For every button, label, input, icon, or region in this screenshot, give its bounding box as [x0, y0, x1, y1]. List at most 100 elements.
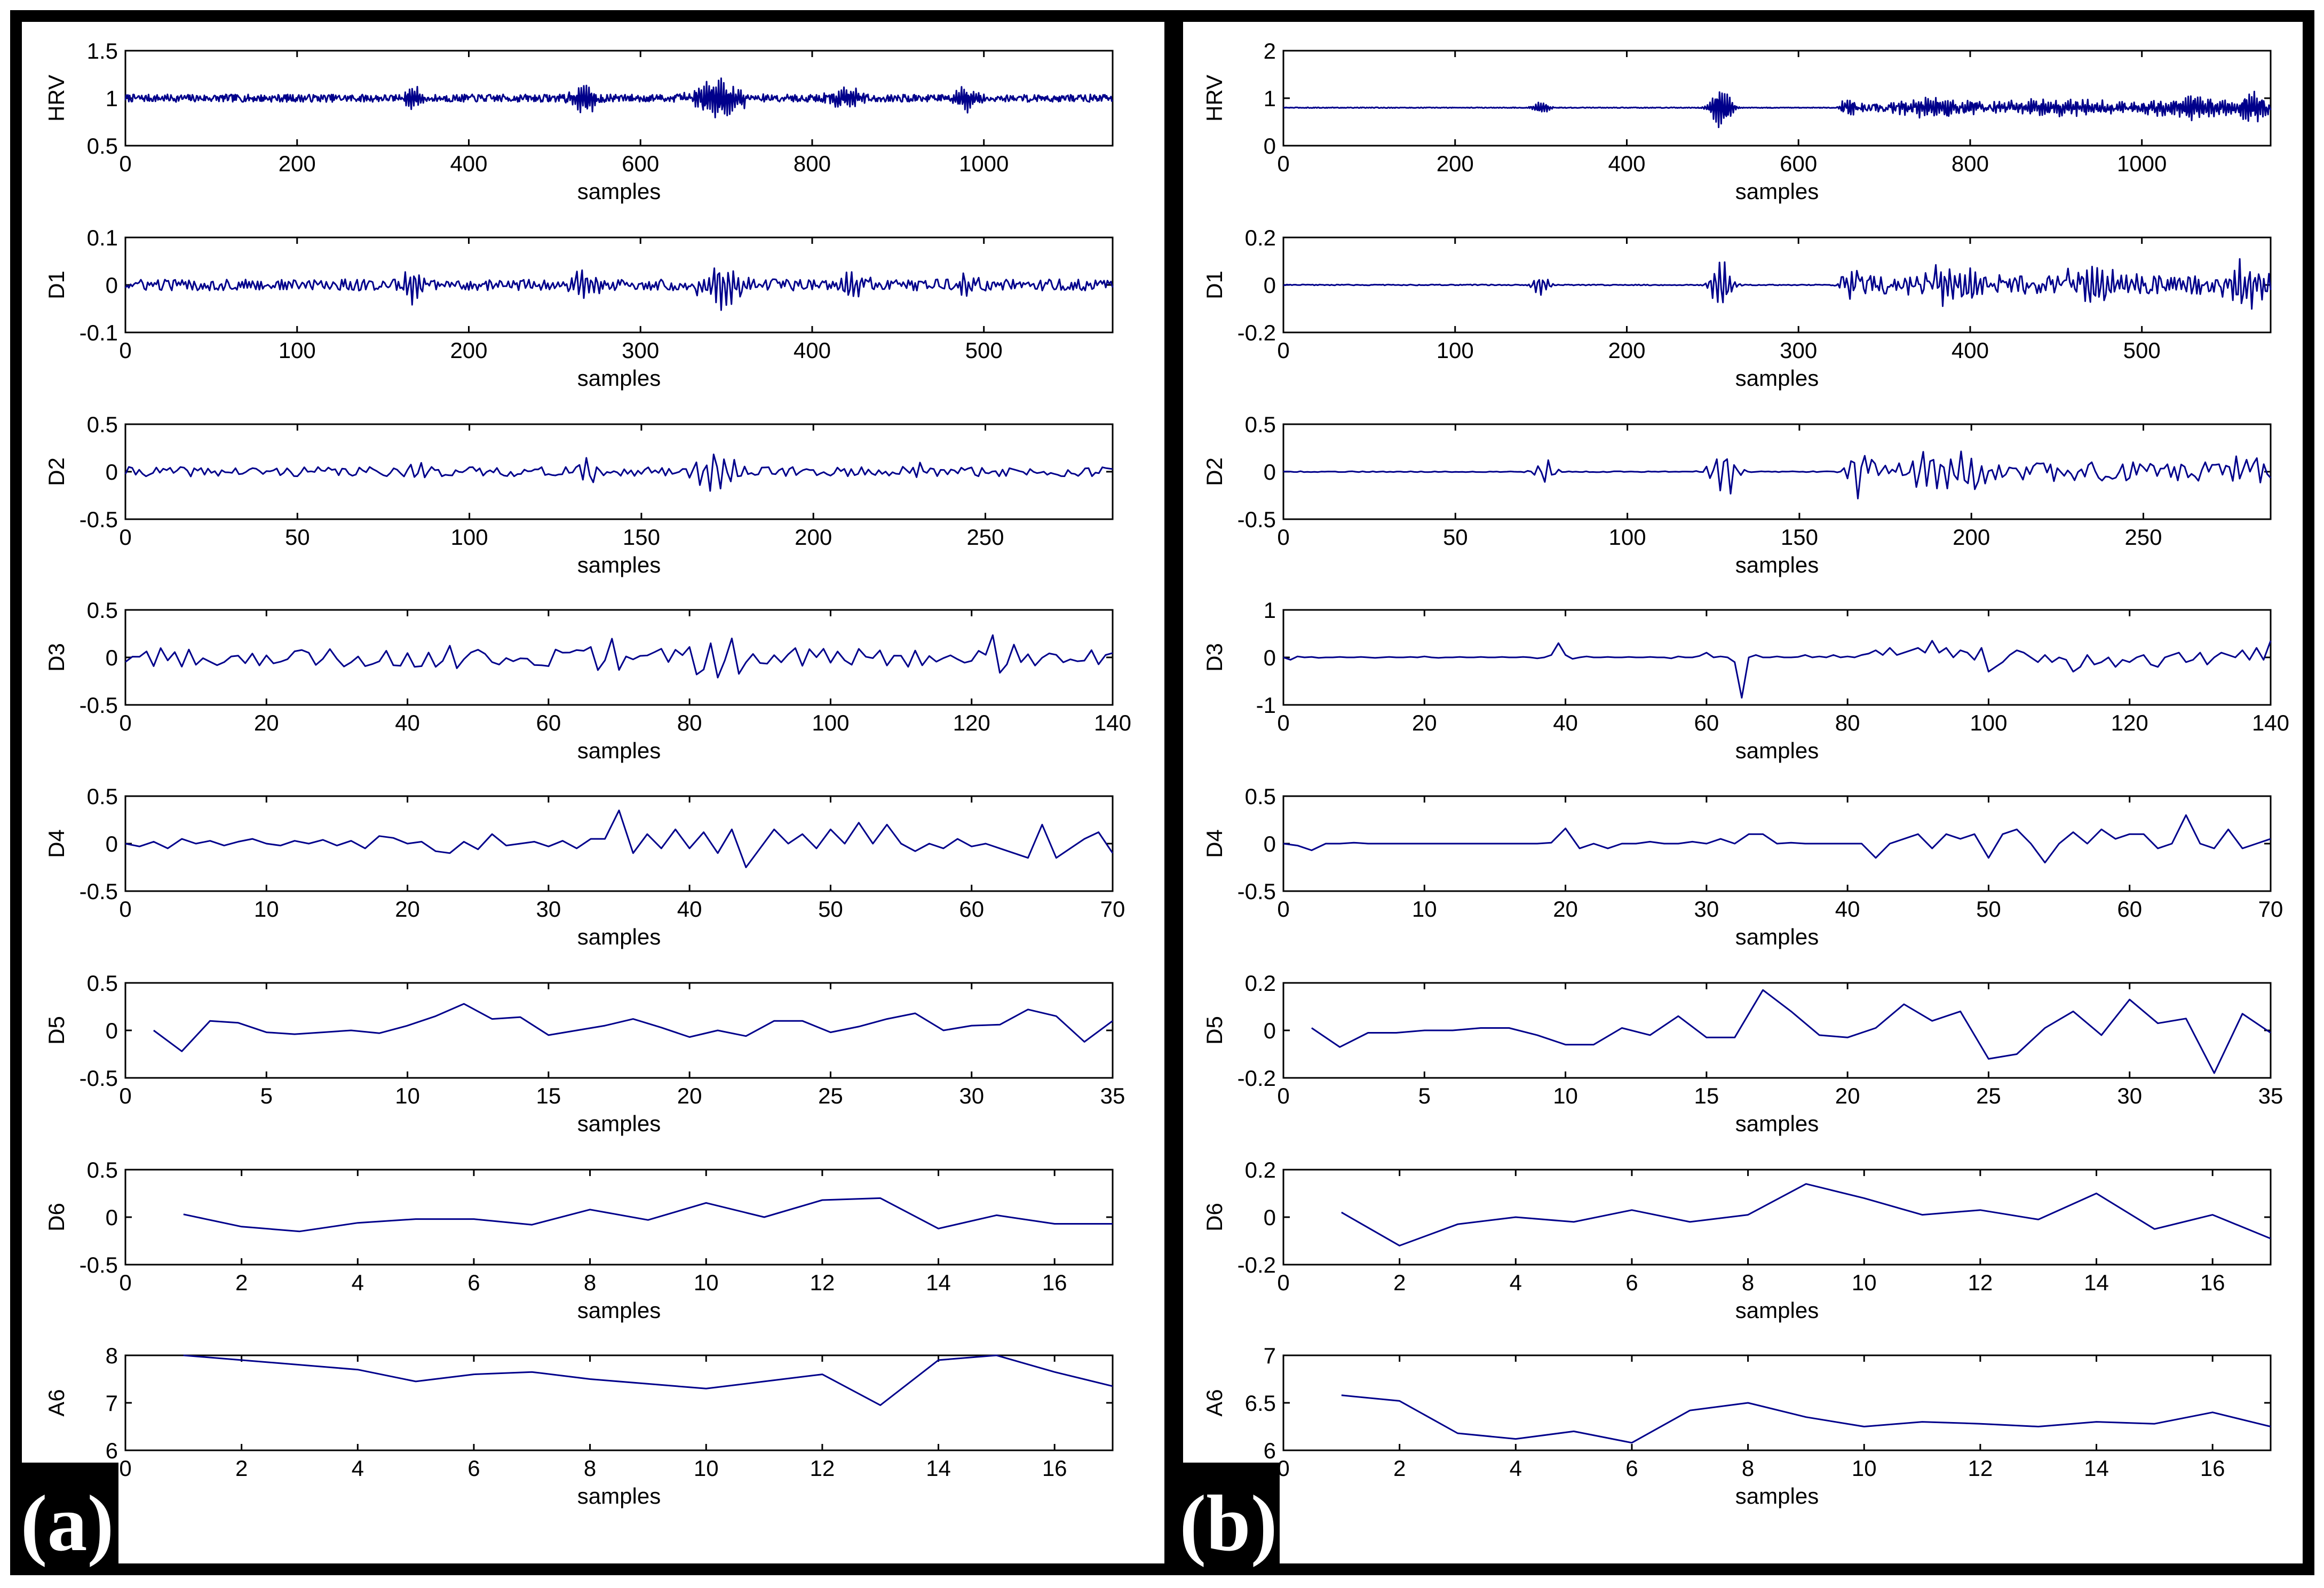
x-tick-label: 20 — [254, 710, 279, 735]
x-tick-label: 40 — [1835, 896, 1860, 922]
x-tick-label: 0 — [1277, 338, 1289, 363]
x-tick-label: 0 — [119, 1270, 131, 1295]
x-axis-label: samples — [577, 179, 661, 204]
subplot-hrv: 0 200 400 600 800 1000 0 1 2 samples HRV — [1202, 38, 2272, 204]
x-tick-label: 70 — [1100, 896, 1125, 922]
x-tick-label: 15 — [536, 1083, 561, 1108]
x-tick-label: 2 — [235, 1270, 248, 1295]
series-line-hrv — [1283, 91, 2272, 129]
plot-frame — [124, 423, 1114, 520]
x-tick-label: 200 — [1437, 151, 1474, 176]
plot-frame — [124, 1169, 1114, 1266]
y-tick-label: 0.5 — [87, 1157, 118, 1182]
x-tick-label: 10 — [395, 1083, 420, 1108]
x-tick-label: 500 — [2123, 338, 2161, 363]
x-tick-label: 16 — [2200, 1270, 2225, 1295]
x-tick-label: 12 — [810, 1270, 835, 1295]
y-tick-label: -0.5 — [80, 507, 118, 532]
x-tick-label: 60 — [2117, 896, 2142, 922]
x-tick-label: 800 — [1952, 151, 1989, 176]
x-tick-label: 4 — [352, 1456, 364, 1481]
x-tick-label: 8 — [1742, 1456, 1754, 1481]
x-tick-label: 30 — [959, 1083, 984, 1108]
y-axis-label: A6 — [44, 1389, 69, 1416]
x-axis-label: samples — [577, 1111, 661, 1136]
y-axis-label: D5 — [1202, 1016, 1227, 1045]
y-tick-label: -1 — [1256, 693, 1276, 718]
x-tick-label: 120 — [2111, 710, 2148, 735]
x-tick-label: 400 — [1608, 151, 1645, 176]
series-line-d6 — [1341, 1183, 2271, 1246]
panel-label-a: (a) — [21, 1479, 114, 1568]
y-tick-label: 0 — [1264, 133, 1276, 158]
x-tick-label: 5 — [260, 1083, 273, 1108]
plot-frame — [1282, 50, 2272, 147]
y-tick-label: 0 — [106, 273, 118, 298]
x-tick-label: 0 — [119, 151, 131, 176]
x-tick-label: 0 — [119, 1456, 131, 1481]
x-axis-label: samples — [1735, 738, 1819, 763]
x-tick-label: 8 — [584, 1456, 596, 1481]
x-tick-label: 10 — [1553, 1083, 1578, 1108]
x-tick-label: 20 — [1835, 1083, 1860, 1108]
y-tick-label: 0.5 — [87, 133, 118, 158]
x-tick-label: 30 — [536, 896, 561, 922]
x-axis-label: samples — [1735, 366, 1819, 391]
x-tick-label: 400 — [794, 338, 831, 363]
x-tick-label: 0 — [119, 525, 131, 550]
x-tick-label: 12 — [1968, 1270, 1993, 1295]
series-line-hrv — [124, 77, 1114, 118]
x-tick-label: 6 — [467, 1270, 480, 1295]
y-tick-label: 0 — [1264, 1205, 1276, 1230]
x-tick-label: 6 — [467, 1456, 480, 1481]
x-axis-label: samples — [1735, 179, 1819, 204]
x-tick-label: 2 — [1393, 1270, 1406, 1295]
x-tick-label: 100 — [1437, 338, 1474, 363]
subplot-hrv: 0 200 400 600 800 1000 0.5 1 1.5 samples HRV — [44, 38, 1114, 204]
x-tick-label: 0 — [119, 338, 131, 363]
x-tick-label: 200 — [1608, 338, 1645, 363]
x-tick-label: 120 — [953, 710, 990, 735]
x-axis-label: samples — [577, 1298, 661, 1323]
x-tick-label: 400 — [1952, 338, 1989, 363]
series-line-a6 — [183, 1354, 1113, 1406]
y-tick-label: -0.5 — [80, 693, 118, 718]
x-axis-label: samples — [1735, 552, 1819, 577]
x-tick-label: 0 — [1277, 710, 1289, 735]
y-tick-label: -0.5 — [80, 1066, 118, 1091]
x-axis-label: samples — [1735, 1298, 1819, 1323]
x-tick-label: 0 — [1277, 151, 1289, 176]
y-tick-label: 0.5 — [1245, 412, 1276, 437]
plot-frame — [124, 982, 1114, 1079]
y-tick-label: -0.5 — [1238, 507, 1276, 532]
x-tick-label: 16 — [1042, 1456, 1067, 1481]
series-line-d5 — [153, 1003, 1113, 1052]
x-tick-label: 0 — [1277, 1083, 1289, 1108]
x-axis-label: samples — [577, 924, 661, 949]
y-axis-label: D4 — [1202, 829, 1227, 858]
x-tick-label: 60 — [536, 710, 561, 735]
x-tick-label: 8 — [1742, 1270, 1754, 1295]
y-tick-label: 0.5 — [87, 412, 118, 437]
x-tick-label: 4 — [1510, 1456, 1522, 1481]
x-tick-label: 20 — [395, 896, 420, 922]
series-line-d4 — [125, 809, 1114, 868]
y-axis-label: D1 — [44, 271, 69, 299]
x-tick-label: 140 — [2252, 710, 2289, 735]
y-tick-label: 0.1 — [87, 225, 118, 250]
x-tick-label: 50 — [1976, 896, 2001, 922]
x-tick-label: 50 — [285, 525, 310, 550]
y-axis-label: D3 — [1202, 643, 1227, 672]
x-tick-label: 80 — [1835, 710, 1860, 735]
x-tick-label: 200 — [450, 338, 487, 363]
y-tick-label: -0.2 — [1238, 1066, 1276, 1091]
x-tick-label: 25 — [818, 1083, 843, 1108]
x-tick-label: 35 — [2258, 1083, 2283, 1108]
y-tick-label: -0.5 — [80, 1252, 118, 1277]
